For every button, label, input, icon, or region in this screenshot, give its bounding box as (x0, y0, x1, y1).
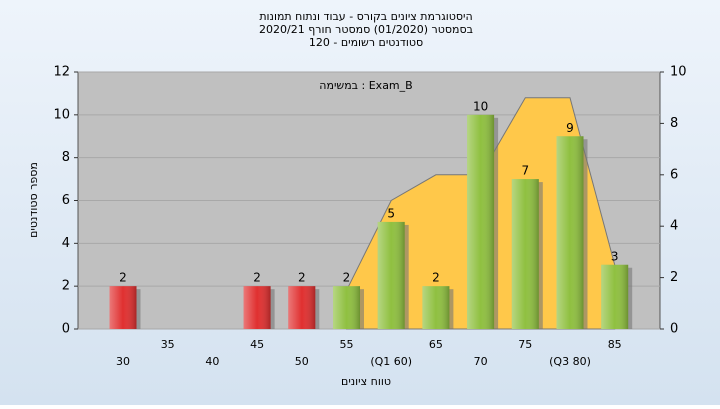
bar-shade (467, 114, 495, 329)
bar-shade (601, 264, 629, 329)
x-tick-label: (Q1 60) (370, 355, 412, 368)
y-tick-label: 6 (62, 193, 70, 208)
x-axis-label: טווח ציונים (341, 375, 391, 388)
title-line: סטודנטים רשומים - 120 (309, 36, 423, 49)
title-line: בסמסטר (01/2020) סמסטר חורף 2020/21 (259, 23, 473, 36)
x-tick-label: 65 (429, 338, 443, 351)
value-label: 2 (432, 271, 440, 285)
y-tick-label: 12 (53, 65, 70, 80)
value-label: 5 (387, 206, 395, 220)
x-tick-label: 30 (116, 355, 130, 368)
y2-tick-label: 10 (670, 65, 687, 80)
x-tick-label: 50 (295, 355, 309, 368)
x-tick-label: 70 (474, 355, 488, 368)
y-tick-label: 8 (62, 150, 70, 165)
value-label: 7 (521, 164, 529, 178)
bar-shade (288, 286, 316, 329)
value-label: 2 (343, 271, 351, 285)
value-label: 3 (611, 249, 619, 263)
x-tick-label: 35 (161, 338, 175, 351)
bar-shade (422, 286, 450, 329)
value-label: 9 (566, 121, 574, 135)
y2-tick-label: 4 (670, 219, 678, 234)
y-axis-label: מספר סטודנטים (27, 162, 40, 238)
x-tick-label: 75 (518, 338, 532, 351)
value-label: 2 (119, 271, 127, 285)
bar-shade (243, 286, 271, 329)
bar-shade (556, 136, 584, 329)
bar-shade (511, 179, 539, 329)
y-tick-label: 0 (62, 322, 70, 337)
bar-shade (377, 221, 405, 329)
x-tick-label: 45 (250, 338, 264, 351)
value-label: 10 (473, 99, 488, 113)
y2-tick-label: 0 (670, 322, 678, 337)
x-tick-label: 85 (608, 338, 622, 351)
value-label: 2 (298, 271, 306, 285)
x-tick-label: (Q3 80) (549, 355, 591, 368)
y-tick-label: 10 (53, 107, 70, 122)
y-tick-label: 2 (62, 279, 70, 294)
title-line: היסטוגרמת ציונים בקורס - עבוד ונתוח תמונ… (259, 10, 472, 23)
bar-shade (109, 286, 137, 329)
y2-tick-label: 8 (670, 116, 678, 131)
y2-tick-label: 6 (670, 167, 678, 182)
x-tick-label: 55 (340, 338, 354, 351)
y2-tick-label: 2 (670, 270, 678, 285)
value-label: 2 (253, 271, 261, 285)
bar-shade (333, 286, 360, 329)
x-tick-label: 40 (205, 355, 219, 368)
y-tick-label: 4 (62, 236, 70, 251)
annotation: במשימה : Exam_B (319, 79, 412, 92)
